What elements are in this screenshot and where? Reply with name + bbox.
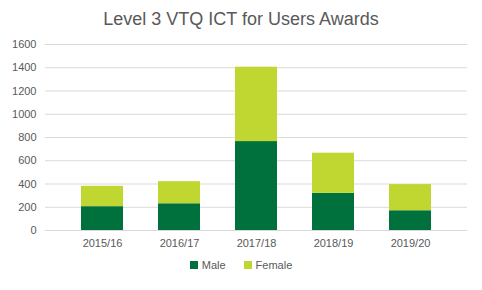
svg-text:800: 800 bbox=[18, 131, 36, 143]
html-text:Male: Male bbox=[201, 259, 226, 271]
svg-text:1000: 1000 bbox=[12, 108, 36, 120]
svg-text:200: 200 bbox=[18, 201, 36, 213]
svg-text:2015/16: 2015/16 bbox=[83, 237, 123, 249]
svg-text:1200: 1200 bbox=[12, 85, 36, 97]
svg-text:600: 600 bbox=[18, 154, 36, 166]
svg-text:0: 0 bbox=[30, 224, 36, 236]
svg-text:1400: 1400 bbox=[12, 61, 36, 73]
svg-text:2019/20: 2019/20 bbox=[391, 237, 431, 249]
svg-text:1600: 1600 bbox=[12, 38, 36, 50]
svg-text:2017/18: 2017/18 bbox=[237, 237, 277, 249]
svg-text:2018/19: 2018/19 bbox=[314, 237, 354, 249]
html-text:Female: Female bbox=[255, 259, 293, 271]
svg-text:2016/17: 2016/17 bbox=[160, 237, 200, 249]
html-text:Level 3 VTQ ICT for Users Awar: Level 3 VTQ ICT for Users Awards bbox=[103, 9, 379, 29]
svg-text:400: 400 bbox=[18, 178, 36, 190]
